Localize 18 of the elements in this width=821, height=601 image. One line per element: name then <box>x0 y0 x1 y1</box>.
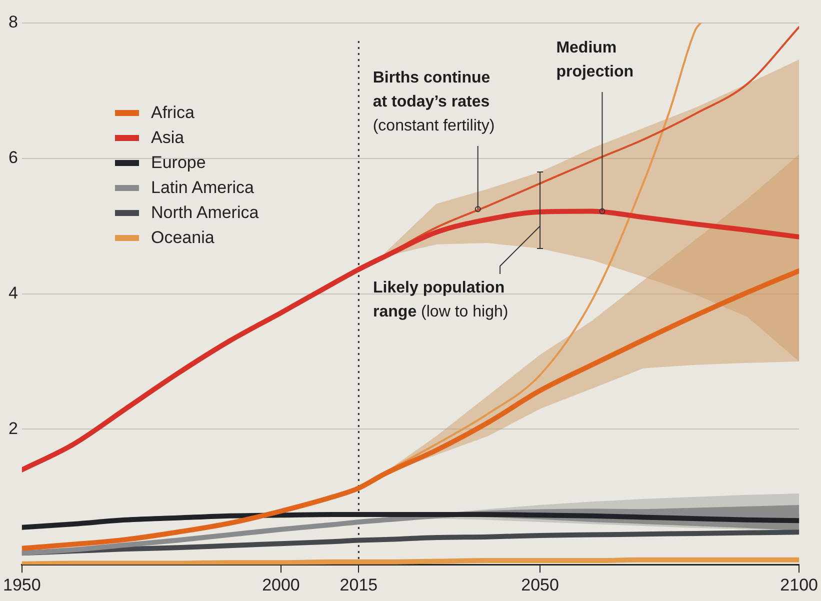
legend-label: North America <box>151 202 259 222</box>
annotation: Births continue at today’s rates (constant fertility) <box>372 69 495 134</box>
x-tick-label: 2100 <box>780 575 818 594</box>
x-tick-label: 1950 <box>2 575 41 594</box>
legend-label: Europe <box>151 152 206 172</box>
x-tick-label: 2015 <box>340 575 378 594</box>
y-tick-label: 6 <box>8 148 18 168</box>
legend-label: Africa <box>151 102 194 122</box>
y-tick-label: 2 <box>8 418 18 438</box>
legend-label: Oceania <box>151 228 214 248</box>
legend-label: Latin America <box>151 178 254 198</box>
annotation: Likely population range (low to high) <box>373 279 508 320</box>
x-tick-label: 2000 <box>262 575 300 594</box>
annotation: Medium projection <box>556 39 634 80</box>
legend-label: Asia <box>151 128 184 148</box>
y-tick-label: 8 <box>8 12 18 32</box>
y-tick-label: 4 <box>8 283 18 302</box>
x-tick-label: 2050 <box>521 575 559 594</box>
